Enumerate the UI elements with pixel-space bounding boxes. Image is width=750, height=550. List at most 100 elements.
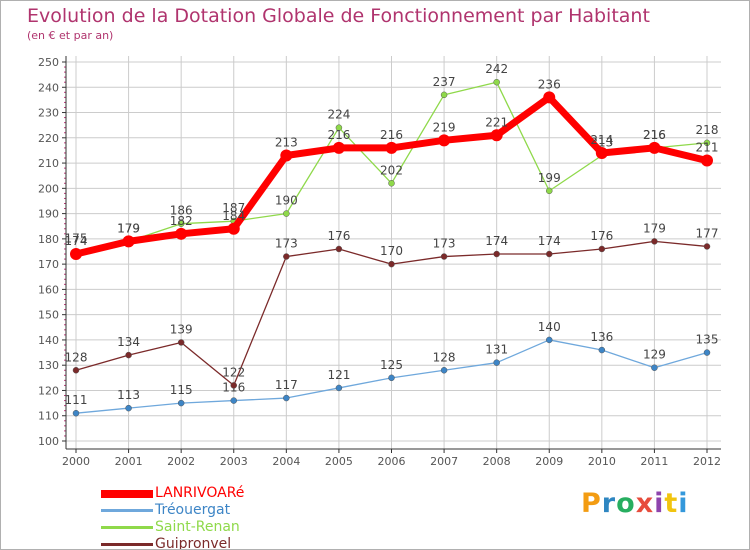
data-label: 173 [275,237,298,251]
data-point [703,139,711,147]
data-label: 128 [65,350,88,364]
data-point [651,364,658,371]
data-label: 237 [433,75,456,89]
data-point [440,253,448,260]
logo-letter: i [654,488,665,519]
data-point [543,91,556,104]
data-point [122,235,135,248]
data-label: 242 [485,62,508,76]
data-label: 186 [170,204,193,218]
data-point [125,351,132,359]
data-label: 170 [380,244,403,258]
data-label: 184 [222,209,245,223]
y-tick-label: 100 [38,435,59,448]
data-label: 176 [327,229,350,243]
y-tick-label: 240 [38,81,59,94]
logo-letter: P [581,488,602,519]
data-label: 174 [65,234,88,248]
x-tick-label: 2012 [693,455,721,468]
data-point [177,220,185,227]
data-point [175,227,188,240]
legend-swatch [101,526,153,529]
data-point [493,359,500,366]
y-tick-label: 200 [38,182,59,195]
data-label: 199 [538,171,561,185]
legend-swatch [101,509,153,512]
logo-letter: o [616,488,636,519]
data-label: 111 [65,393,88,407]
data-point [651,238,658,245]
y-tick-label: 220 [38,132,59,145]
data-label: 216 [380,128,403,142]
data-label: 216 [327,128,350,142]
x-tick-label: 2009 [535,455,563,468]
data-label: 135 [696,333,719,347]
logo-letter: r [601,488,617,519]
data-point [493,250,500,258]
y-tick-label: 110 [38,410,59,423]
x-tick-label: 2003 [220,455,248,468]
logo-letter: i [678,488,689,519]
data-point [125,404,132,412]
data-point [72,409,80,417]
data-label: 218 [696,123,719,137]
data-point [440,91,448,99]
data-label: 175 [65,232,88,246]
data-point [230,382,237,389]
data-point [595,146,608,159]
data-point [283,394,290,402]
data-label: 173 [433,237,456,251]
data-label: 117 [275,378,298,392]
legend-label: Saint-Renan [155,519,240,535]
data-label: 113 [117,388,140,402]
data-point [598,346,606,354]
y-tick-label: 210 [38,157,59,170]
y-tick-label: 170 [38,258,59,271]
data-label: 211 [696,141,719,155]
data-point [177,339,185,346]
x-tick-label: 2010 [588,455,616,468]
data-point [335,245,343,253]
data-point [177,399,185,407]
data-label: 174 [485,234,508,248]
data-label: 177 [696,226,719,240]
x-tick-label: 2005 [325,455,353,468]
data-label: 174 [538,234,561,248]
data-point [388,180,395,187]
data-point [283,210,290,217]
data-label: 224 [327,108,350,122]
x-tick-label: 2007 [430,455,458,468]
data-point [388,374,395,382]
legend-label: LANRIVOARé [155,485,245,501]
data-label: 216 [643,128,666,142]
y-tick-label: 250 [38,56,59,69]
data-label: 134 [117,335,140,349]
logo-letter: t [664,488,679,519]
data-point [332,141,345,154]
data-label: 213 [275,135,298,149]
y-tick-label: 130 [38,359,59,372]
data-point [598,245,606,253]
data-point [703,349,711,356]
data-point [438,134,451,147]
data-point [490,129,503,142]
data-point [546,187,553,195]
y-tick-label: 160 [38,283,59,296]
data-label: 125 [380,358,403,372]
data-label: 121 [327,368,350,382]
series-guipronvel: 128 134 139 122 173 176 170 173 174 174 176 179 177 [65,221,719,389]
data-point [546,250,553,258]
proxiti-logo: Proxiti [581,488,689,519]
x-tick-label: 2008 [483,455,511,468]
series-tr-ouergat: 111113115116117121125128131140136129135 [65,320,719,417]
data-point [701,154,713,167]
data-label: 131 [485,343,508,357]
legend-swatch [101,543,153,546]
legend-label: Guipronvel [155,536,232,550]
legend-swatch [101,490,153,498]
data-point [283,253,290,260]
data-label: 190 [275,194,298,208]
data-label: 176 [590,229,613,243]
x-tick-label: 2002 [167,455,195,468]
